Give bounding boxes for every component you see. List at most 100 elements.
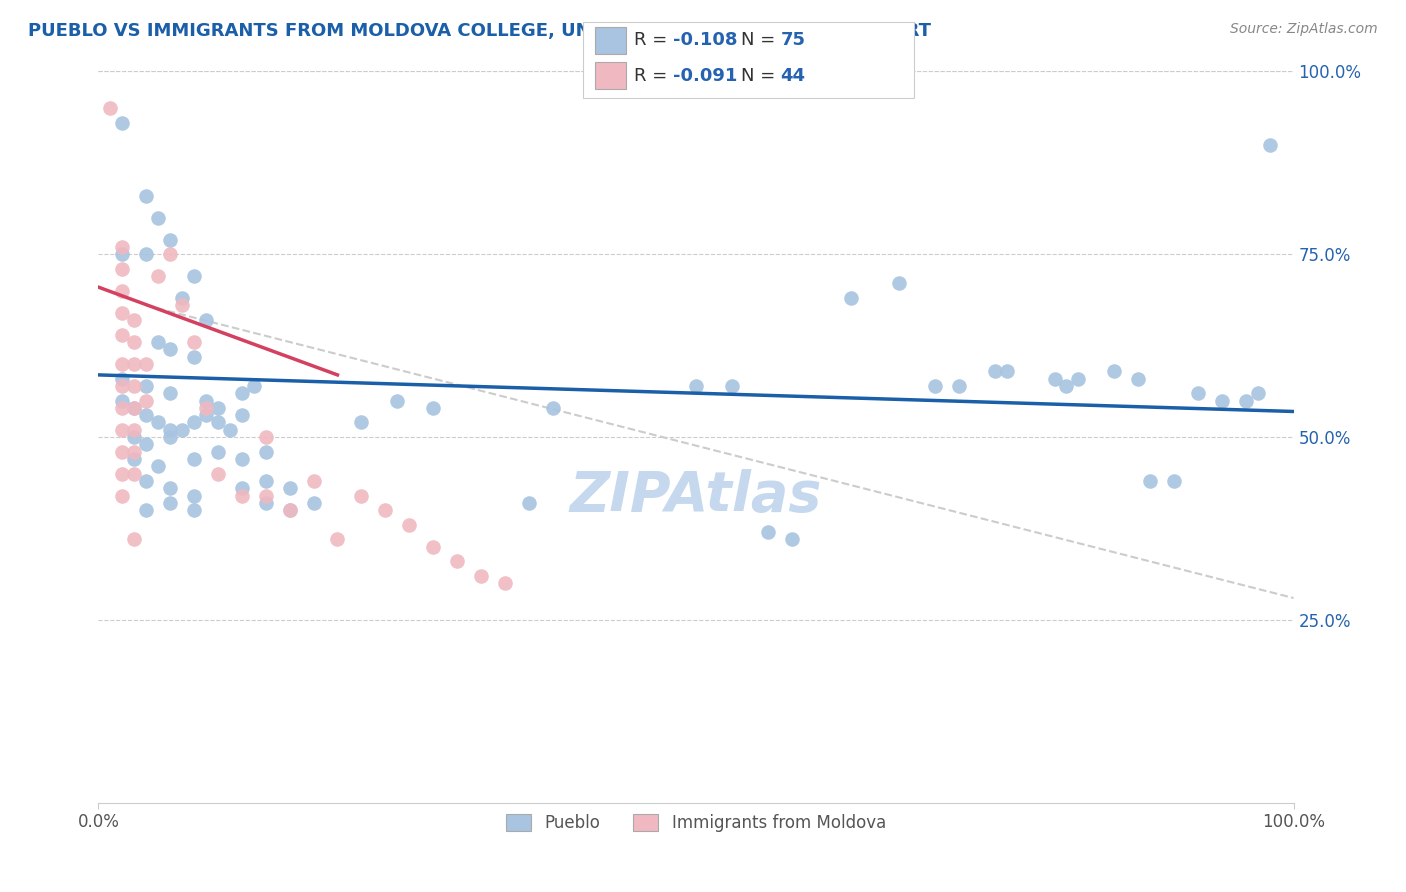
- Point: [995, 364, 1018, 378]
- Point: [195, 401, 218, 415]
- Point: [111, 327, 134, 342]
- Text: -0.108: -0.108: [673, 31, 738, 49]
- Point: [350, 489, 373, 503]
- Point: [135, 503, 157, 517]
- Text: 44: 44: [780, 67, 806, 85]
- Point: [254, 496, 277, 510]
- Point: [135, 408, 157, 422]
- Point: [254, 489, 277, 503]
- Point: [124, 313, 146, 327]
- Point: [1163, 474, 1185, 488]
- Point: [111, 240, 134, 254]
- Point: [398, 517, 420, 532]
- Point: [148, 334, 170, 349]
- Point: [148, 211, 170, 225]
- Point: [159, 343, 181, 357]
- Text: ZIPAtlas: ZIPAtlas: [569, 468, 823, 523]
- Text: R =: R =: [634, 31, 673, 49]
- Point: [254, 430, 277, 444]
- Point: [124, 334, 146, 349]
- Point: [517, 496, 540, 510]
- Point: [111, 115, 134, 129]
- Point: [135, 379, 157, 393]
- Point: [350, 416, 373, 430]
- Point: [1234, 393, 1257, 408]
- Point: [183, 416, 205, 430]
- Point: [924, 379, 946, 393]
- Point: [124, 379, 146, 393]
- Point: [183, 489, 205, 503]
- Point: [148, 416, 170, 430]
- Legend: Pueblo, Immigrants from Moldova: Pueblo, Immigrants from Moldova: [499, 807, 893, 838]
- Point: [207, 416, 229, 430]
- Point: [780, 533, 803, 547]
- Point: [685, 379, 707, 393]
- Point: [111, 306, 134, 320]
- Point: [1043, 371, 1066, 385]
- Point: [1056, 379, 1078, 393]
- Point: [231, 489, 253, 503]
- Point: [231, 386, 253, 401]
- Point: [172, 423, 194, 437]
- Point: [183, 350, 205, 364]
- Point: [135, 437, 157, 451]
- Point: [374, 503, 396, 517]
- Text: Source: ZipAtlas.com: Source: ZipAtlas.com: [1230, 22, 1378, 37]
- Point: [278, 503, 301, 517]
- Point: [422, 401, 444, 415]
- Point: [183, 452, 205, 467]
- Point: [135, 393, 157, 408]
- Point: [111, 444, 134, 458]
- Point: [111, 401, 134, 415]
- Point: [183, 269, 205, 284]
- Point: [172, 291, 194, 305]
- Point: [1211, 393, 1233, 408]
- Point: [124, 467, 146, 481]
- Point: [98, 101, 122, 115]
- Point: [195, 313, 218, 327]
- Point: [111, 379, 134, 393]
- Point: [159, 430, 181, 444]
- Point: [207, 467, 229, 481]
- Point: [111, 261, 134, 276]
- Point: [494, 576, 516, 591]
- Point: [135, 474, 157, 488]
- Text: PUEBLO VS IMMIGRANTS FROM MOLDOVA COLLEGE, UNDER 1 YEAR CORRELATION CHART: PUEBLO VS IMMIGRANTS FROM MOLDOVA COLLEG…: [28, 22, 931, 40]
- Point: [111, 284, 134, 298]
- Point: [159, 247, 181, 261]
- Text: -0.091: -0.091: [673, 67, 738, 85]
- Point: [195, 393, 218, 408]
- Point: [1258, 137, 1281, 152]
- Point: [207, 444, 229, 458]
- Point: [1128, 371, 1150, 385]
- Point: [278, 481, 301, 495]
- Point: [124, 357, 146, 371]
- Point: [148, 459, 170, 474]
- Point: [124, 533, 146, 547]
- Point: [148, 269, 170, 284]
- Point: [124, 452, 146, 467]
- Point: [1067, 371, 1090, 385]
- Point: [111, 489, 134, 503]
- Point: [159, 233, 181, 247]
- Point: [1187, 386, 1209, 401]
- Point: [135, 188, 157, 202]
- Point: [111, 357, 134, 371]
- Point: [111, 247, 134, 261]
- Point: [889, 277, 911, 291]
- Point: [124, 401, 146, 415]
- Point: [326, 533, 349, 547]
- Point: [1139, 474, 1161, 488]
- Point: [231, 481, 253, 495]
- Point: [207, 401, 229, 415]
- Point: [756, 525, 779, 540]
- Point: [254, 444, 277, 458]
- Point: [470, 569, 492, 583]
- Point: [422, 540, 444, 554]
- Point: [195, 408, 218, 422]
- Point: [135, 357, 157, 371]
- Point: [541, 401, 564, 415]
- Point: [948, 379, 970, 393]
- Point: [124, 444, 146, 458]
- Point: [721, 379, 744, 393]
